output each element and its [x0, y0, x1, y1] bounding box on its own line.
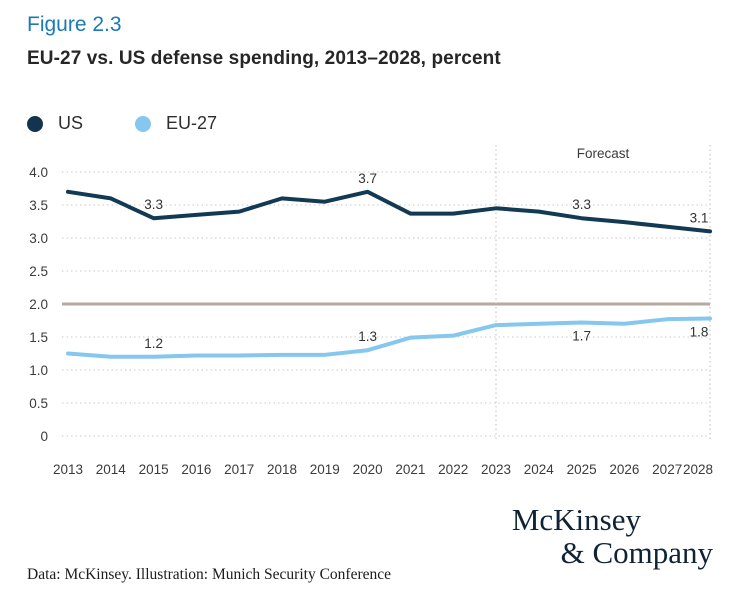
forecast-label: Forecast [577, 146, 630, 161]
y-axis-tick-label: 2.5 [29, 264, 48, 279]
y-axis-tick-label: 3.0 [29, 231, 48, 246]
data-point-label: 1.8 [690, 325, 709, 340]
x-axis-year-label: 2024 [524, 462, 555, 477]
x-axis-year-label: 2019 [310, 462, 340, 477]
legend: US EU-27 [27, 113, 217, 134]
x-axis-year-label: 2020 [353, 462, 383, 477]
y-axis-tick-label: 2.0 [29, 297, 48, 312]
eu27-series-swatch-icon [135, 115, 152, 132]
x-axis-year-label: 2015 [139, 462, 169, 477]
y-axis-tick-label: 1.5 [29, 330, 48, 345]
logo-line2: & Company [560, 535, 713, 570]
y-axis-tick-label: 4.0 [29, 165, 48, 180]
data-point-label: 3.3 [144, 197, 163, 212]
legend-item-us: US [27, 113, 83, 134]
series-line-us [66, 189, 712, 234]
x-axis-year-label: 2017 [224, 462, 254, 477]
y-axis-tick-label: 1.0 [29, 363, 48, 378]
data-point-label: 1.2 [144, 336, 163, 351]
legend-label-eu27: EU-27 [166, 113, 218, 133]
x-axis-year-label: 2028 [683, 462, 713, 477]
x-axis-year-label: 2016 [181, 462, 211, 477]
x-axis-year-label: 2023 [481, 462, 511, 477]
y-axis-tick-label: 0.5 [29, 396, 48, 411]
legend-label-us: US [58, 113, 84, 133]
data-point-label: 3.7 [358, 171, 377, 186]
us-series-swatch-icon [27, 115, 43, 132]
logo-line1: McKinsey [511, 502, 641, 537]
source-note: Data: McKinsey. Illustration: Munich Sec… [27, 566, 392, 583]
legend-item-eu27: EU-27 [135, 113, 217, 134]
data-point-label: 1.3 [358, 329, 377, 344]
x-axis-year-label: 2025 [567, 462, 597, 477]
x-axis-year-label: 2018 [267, 462, 297, 477]
y-axis-tick-label: 0 [40, 429, 48, 444]
x-axis-year-label: 2027 [652, 462, 682, 477]
figure-label: Figure 2.3 [27, 13, 122, 36]
mckinsey-logo: McKinsey & Company [512, 503, 713, 569]
x-axis-year-label: 2021 [395, 462, 425, 477]
y-axis-tick-label: 3.5 [29, 198, 48, 213]
x-axis-year-label: 2014 [96, 462, 127, 477]
chart-title: EU-27 vs. US defense spending, 2013–2028… [27, 48, 501, 69]
data-point-label: 3.1 [690, 210, 709, 225]
data-point-label: 1.7 [572, 328, 591, 343]
x-axis-year-label: 2013 [53, 462, 83, 477]
x-axis-year-label: 2026 [609, 462, 639, 477]
data-point-label: 3.3 [572, 197, 591, 212]
x-axis-year-label: 2022 [438, 462, 468, 477]
series-line-eu-27 [66, 316, 712, 359]
